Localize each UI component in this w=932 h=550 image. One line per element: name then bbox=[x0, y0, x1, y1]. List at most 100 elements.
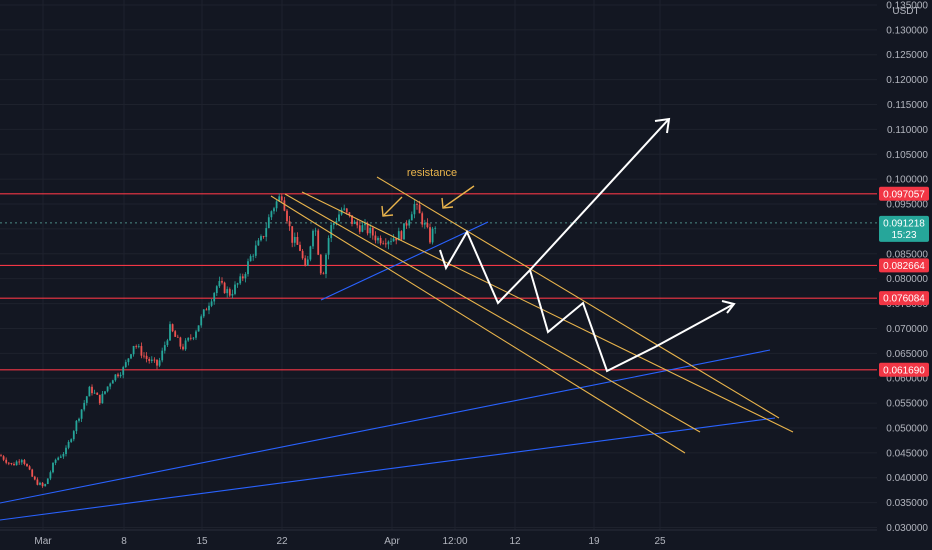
price-tags: 0.097057 0.082664 0.076084 0.061690 0.091218… bbox=[879, 186, 929, 377]
candle-body bbox=[405, 223, 408, 226]
candle-body bbox=[286, 210, 288, 222]
current-price-label: 0.091218 bbox=[883, 218, 925, 229]
candle-body bbox=[257, 240, 260, 246]
level-tag bbox=[879, 258, 929, 273]
y-tick-label: 0.115000 bbox=[887, 100, 928, 111]
candle-body bbox=[150, 359, 153, 361]
candle-body bbox=[140, 346, 143, 356]
candle-body bbox=[252, 255, 255, 257]
long-trendline-upper[interactable] bbox=[0, 349, 771, 504]
candle-body bbox=[192, 337, 195, 339]
horizontal-levels[interactable] bbox=[0, 193, 877, 371]
currency-label: USDT bbox=[892, 6, 919, 17]
channel-line-2[interactable] bbox=[284, 193, 701, 433]
candle-body bbox=[52, 462, 54, 473]
y-tick-label: 0.050000 bbox=[886, 423, 928, 434]
candle-body bbox=[392, 238, 395, 242]
y-tick-label: 0.110000 bbox=[887, 125, 928, 136]
candle-body bbox=[59, 456, 62, 458]
resistance-arrow-left bbox=[383, 196, 403, 216]
y-tick-label: 0.120000 bbox=[886, 75, 928, 86]
candle-body bbox=[119, 374, 122, 377]
candle-body bbox=[228, 289, 231, 296]
candle-body bbox=[426, 223, 429, 228]
candle-body bbox=[304, 258, 307, 266]
arrowhead-up bbox=[654, 117, 671, 134]
candle-body bbox=[327, 238, 330, 255]
candle-body bbox=[28, 466, 31, 470]
candle-body bbox=[301, 250, 304, 259]
candle-body bbox=[283, 200, 286, 211]
candle-body bbox=[93, 392, 96, 394]
candle-body bbox=[265, 228, 268, 237]
candle-body bbox=[179, 337, 182, 347]
short-trendline[interactable] bbox=[320, 221, 489, 301]
x-tick-label: Apr bbox=[384, 536, 400, 547]
x-tick-label: 12 bbox=[509, 536, 521, 547]
candle-body bbox=[236, 283, 239, 285]
candle-body bbox=[332, 223, 335, 225]
candle-body bbox=[218, 281, 221, 287]
candle-body bbox=[26, 463, 28, 467]
candle-body bbox=[319, 254, 322, 274]
candle-body bbox=[421, 213, 424, 225]
candle-body bbox=[361, 225, 364, 232]
candle-body bbox=[293, 236, 296, 243]
projection-up-arrow[interactable] bbox=[529, 119, 669, 271]
channel-line-4[interactable] bbox=[376, 176, 780, 419]
x-tick-label: Mar bbox=[34, 536, 52, 547]
candle-body bbox=[397, 231, 400, 241]
candle-body bbox=[182, 346, 184, 350]
resistance-annotation: resistance bbox=[407, 167, 457, 179]
candle-body bbox=[44, 483, 47, 487]
candle-body bbox=[356, 221, 359, 226]
candle-body bbox=[122, 367, 125, 375]
candle-body bbox=[254, 245, 257, 256]
candle-body bbox=[270, 211, 273, 218]
candle-body bbox=[65, 447, 67, 455]
candle-body bbox=[244, 274, 247, 279]
candle-body bbox=[166, 340, 169, 346]
candle-body bbox=[15, 461, 18, 466]
candle-body bbox=[400, 231, 403, 240]
arrowhead-right bbox=[721, 300, 736, 314]
candle-body bbox=[130, 354, 132, 359]
candle-body bbox=[171, 324, 174, 332]
candle-body bbox=[335, 221, 338, 224]
level-tag bbox=[879, 186, 929, 201]
candle-body bbox=[124, 362, 127, 368]
projection-path[interactable] bbox=[439, 229, 733, 373]
x-tick-label: 25 bbox=[654, 536, 666, 547]
y-tick-label: 0.045000 bbox=[886, 448, 928, 459]
candle-body bbox=[226, 289, 229, 294]
long-trendline-lower[interactable] bbox=[0, 417, 776, 521]
y-tick-label: 0.040000 bbox=[886, 473, 928, 484]
candle-body bbox=[231, 293, 234, 296]
candle-body bbox=[345, 208, 348, 213]
candle-body bbox=[234, 284, 236, 294]
price-axis[interactable]: USDT 0.135000 0.130000 0.125000 0.120000 0.1… bbox=[877, 0, 932, 550]
drawings[interactable] bbox=[0, 117, 794, 521]
candle-body bbox=[416, 204, 418, 205]
candle-body bbox=[431, 228, 434, 243]
candle-body bbox=[174, 331, 177, 337]
candle-body bbox=[5, 459, 8, 463]
candle-body bbox=[91, 386, 93, 394]
candle-body bbox=[322, 273, 325, 275]
candle-body bbox=[387, 241, 390, 245]
candle-body bbox=[267, 217, 270, 229]
candle-body bbox=[338, 214, 340, 222]
candle-body bbox=[202, 309, 205, 317]
candle-body bbox=[434, 227, 437, 229]
candle-body bbox=[358, 225, 361, 232]
candle-body bbox=[371, 227, 374, 236]
candle-body bbox=[7, 462, 10, 464]
channel-line-3[interactable] bbox=[301, 191, 794, 433]
y-tick-label: 0.125000 bbox=[886, 50, 928, 61]
x-tick-label: 19 bbox=[588, 536, 600, 547]
channel-line-1[interactable] bbox=[270, 195, 686, 454]
candle-body bbox=[390, 241, 392, 243]
candle-body bbox=[153, 359, 156, 361]
time-axis[interactable]: Mar 8 15 22 Apr 12:00 12 19 25 bbox=[0, 529, 877, 547]
